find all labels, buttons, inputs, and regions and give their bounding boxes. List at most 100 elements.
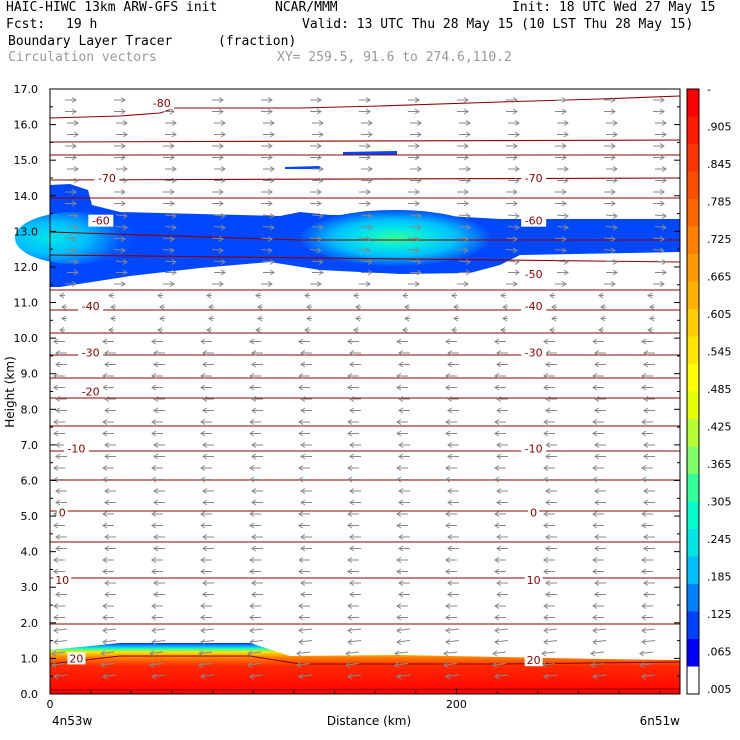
- vector-head: [251, 396, 257, 402]
- circulation-vector: [445, 640, 460, 643]
- circulation-vector: [51, 663, 66, 666]
- circulation-vector: [590, 651, 605, 654]
- vector-head: [200, 603, 206, 609]
- colorbar-swatch: [687, 254, 699, 282]
- vector-head: [71, 236, 77, 242]
- colorbar-label: .365: [707, 458, 732, 471]
- vector-head: [641, 614, 647, 621]
- y-tick-label: 4.0: [21, 546, 39, 559]
- vector-head: [445, 465, 451, 471]
- vector-head: [600, 304, 606, 310]
- vector-head: [220, 269, 226, 276]
- vector-head: [494, 557, 500, 563]
- vector-head: [545, 453, 551, 460]
- colorbar-swatch: [687, 666, 699, 695]
- vector-head: [71, 189, 77, 195]
- vector-head: [416, 269, 422, 276]
- circulation-vector: [66, 260, 79, 263]
- colorbar-label: .605: [707, 308, 732, 321]
- circulation-vector: [311, 260, 324, 263]
- vector-head: [445, 338, 451, 345]
- vector-head: [543, 603, 549, 609]
- vector-head: [445, 557, 451, 563]
- circulation-vector: [492, 663, 507, 666]
- vector-head: [298, 673, 304, 680]
- vector-head: [445, 627, 451, 634]
- vector-head: [171, 224, 177, 231]
- vector-head: [298, 639, 304, 645]
- contour-label-bg: [521, 346, 547, 359]
- vector-head: [661, 224, 667, 231]
- vector-head: [153, 407, 159, 414]
- vector-head: [643, 591, 649, 598]
- colorbar-swatch: [687, 501, 699, 530]
- vector-head: [296, 662, 302, 668]
- vector-head: [249, 511, 255, 517]
- circulation-vector: [543, 628, 558, 631]
- vector-head: [659, 200, 665, 207]
- vector-head: [396, 522, 402, 529]
- vector-head: [153, 453, 159, 460]
- vector-head: [249, 639, 255, 645]
- vector-head: [512, 108, 518, 115]
- vector-head: [220, 131, 226, 138]
- circulation-vector: [64, 237, 77, 240]
- vector-head: [398, 488, 404, 494]
- vector-head: [55, 453, 61, 460]
- vector-head: [561, 154, 567, 161]
- vector-head: [108, 327, 114, 333]
- vector-head: [592, 568, 598, 575]
- vector-head: [641, 603, 647, 609]
- vector-head: [71, 281, 77, 287]
- vector-head: [249, 614, 255, 621]
- vector-head: [151, 373, 157, 379]
- vector-head: [561, 143, 567, 149]
- vector-head: [298, 614, 304, 621]
- vector-head: [267, 108, 273, 115]
- vector-head: [300, 545, 306, 552]
- vector-head: [590, 662, 596, 668]
- forecast-hour: 19 h: [66, 17, 98, 32]
- circulation-vector: [494, 628, 509, 631]
- vector-head: [445, 603, 451, 609]
- vector-head: [100, 662, 106, 668]
- vector-head: [151, 419, 157, 425]
- circulation-vector: [115, 260, 128, 263]
- vector-head: [120, 143, 126, 149]
- vector-head: [502, 304, 508, 310]
- vector-head: [594, 591, 600, 598]
- vector-head: [398, 591, 404, 598]
- vector-head: [318, 213, 324, 219]
- vector-head: [73, 120, 79, 126]
- vector-head: [543, 522, 549, 529]
- vector-head: [247, 650, 253, 657]
- vector-head: [300, 407, 306, 414]
- vector-head: [514, 259, 520, 265]
- colorbar-swatch: [687, 281, 699, 310]
- vector-head: [220, 224, 226, 231]
- vector-head: [159, 304, 165, 310]
- vector-head: [365, 281, 371, 287]
- vector-head: [200, 430, 206, 437]
- vector-head: [394, 650, 400, 657]
- circulation-vector: [311, 226, 324, 228]
- vector-head: [612, 120, 618, 126]
- vector-head: [551, 304, 557, 310]
- circulation-vector: [100, 651, 115, 654]
- circulation-vector: [211, 249, 224, 251]
- vector-head: [104, 591, 110, 598]
- tracer-patch: [285, 166, 320, 169]
- vector-head: [298, 384, 304, 391]
- vector-head: [151, 384, 157, 391]
- vector-head: [443, 650, 449, 657]
- vector-head: [398, 499, 404, 506]
- vector-head: [71, 97, 77, 103]
- vector-head: [53, 557, 59, 563]
- circulation-vector: [262, 226, 275, 228]
- vector-head: [443, 662, 449, 668]
- vector-head: [208, 315, 214, 322]
- vector-head: [402, 292, 408, 299]
- vector-head: [61, 304, 67, 310]
- vector-head: [543, 476, 549, 483]
- vector-head: [398, 396, 404, 402]
